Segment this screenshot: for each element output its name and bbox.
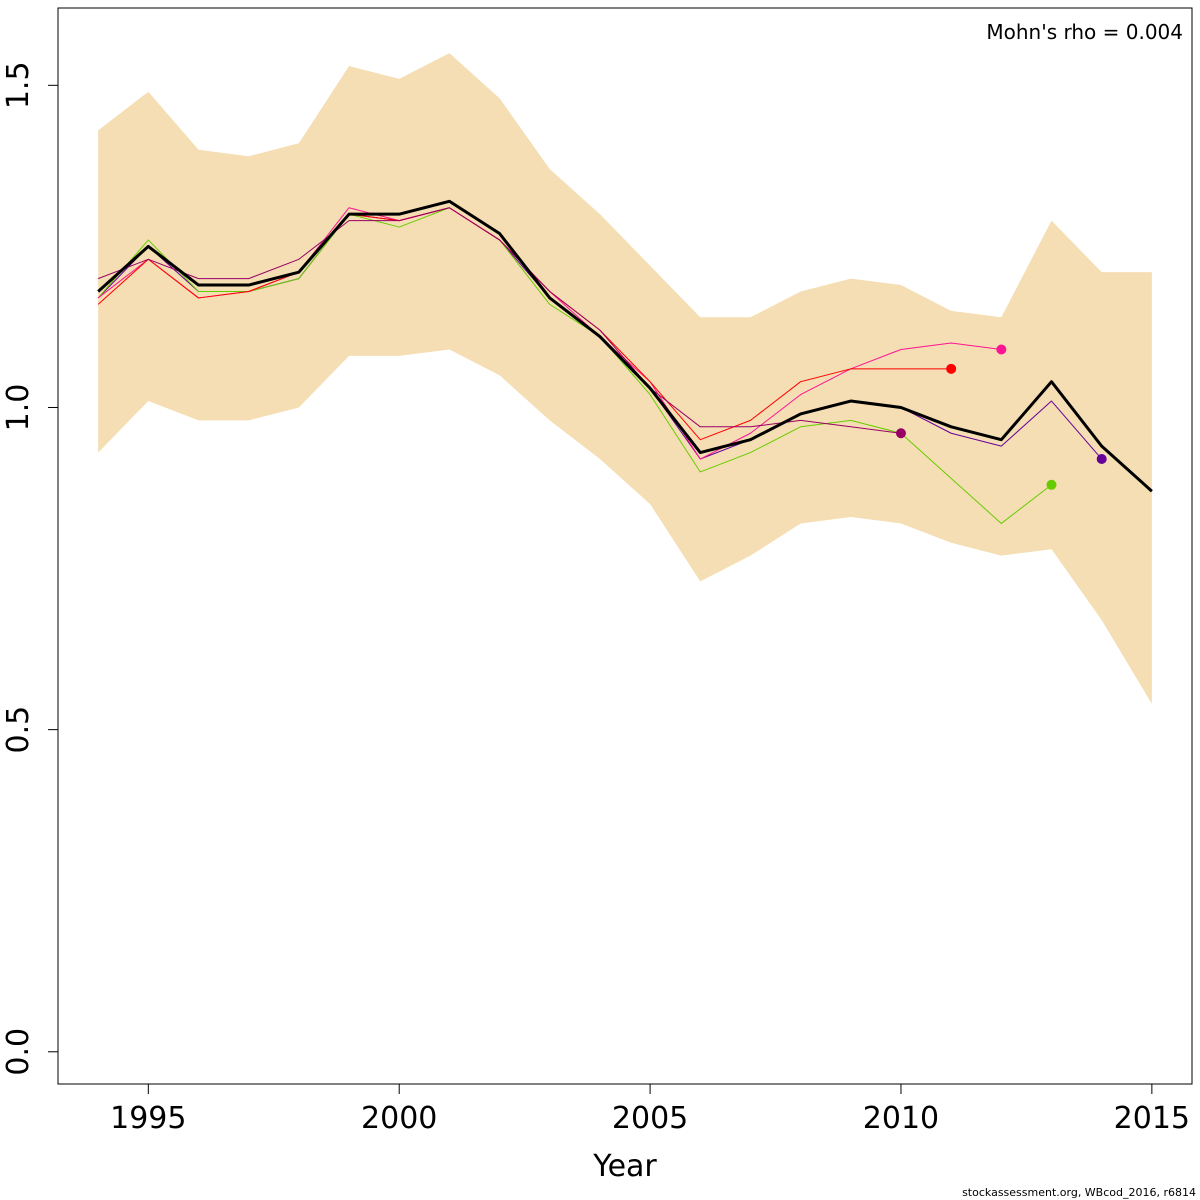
y-tick-label: 0.0 (1, 1028, 36, 1076)
series-line-2 (97, 207, 1052, 524)
y-tick-label: 1.5 (1, 61, 36, 109)
series-endpoint-2 (1046, 479, 1057, 490)
x-tick-label: 2015 (1114, 1101, 1190, 1136)
series-line-5 (97, 207, 902, 434)
plot-frame (57, 7, 1193, 1085)
series-line-0 (97, 199, 1153, 493)
series-endpoint-1 (1096, 454, 1107, 465)
footer-credit: stockassessment.org, WBcod_2016, r6814 (962, 1186, 1196, 1199)
series-layer (97, 199, 1153, 524)
y-tick-label: 0.5 (1, 706, 36, 754)
y-tick-label: 1.0 (1, 384, 36, 432)
series-endpoint-4 (946, 363, 957, 374)
x-tick-label: 2010 (863, 1101, 939, 1136)
mohns-rho-annotation: Mohn's rho = 0.004 (986, 20, 1183, 44)
x-tick-label: 1995 (110, 1101, 186, 1136)
x-tick-label: 2005 (612, 1101, 688, 1136)
axes-layer: 1995 2000 2005 2010 2015 0.0 0.5 1.0 1.5 (1, 7, 1193, 1136)
series-endpoint-3 (996, 344, 1007, 355)
x-tick-label: 2000 (361, 1101, 437, 1136)
x-axis-title: Year (592, 1149, 657, 1184)
series-endpoint-5 (895, 428, 906, 439)
